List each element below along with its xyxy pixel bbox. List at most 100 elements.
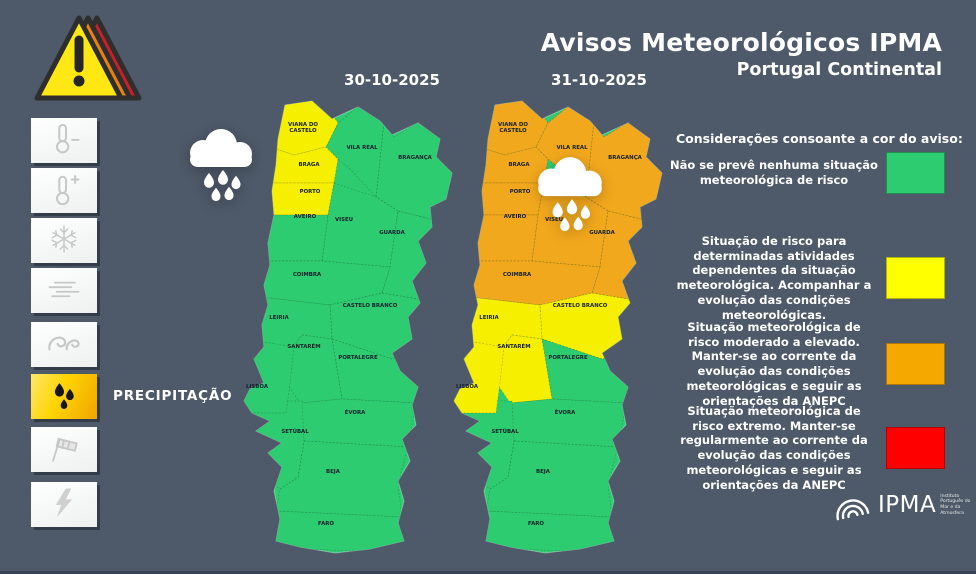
thermometer-plus-icon — [44, 171, 84, 211]
district-label-lisboa: LISBOA — [246, 384, 269, 390]
district-label-santarem: SANTARÉM — [287, 342, 320, 350]
district-aveiro — [263, 214, 329, 262]
district-label-setubal: SETÚBAL — [491, 428, 519, 435]
district-label-vila_real: VILA REAL — [556, 145, 588, 151]
sidebar-item-cold-weather[interactable] — [31, 118, 97, 163]
thermometer-minus-icon — [44, 121, 84, 161]
warning-triangle-logo — [33, 12, 145, 108]
page-subtitle: Portugal Continental — [736, 60, 942, 80]
district-label-porto: PORTO — [510, 189, 531, 195]
district-label-evora: ÉVORA — [555, 408, 576, 416]
district-braga — [267, 146, 339, 184]
district-label-braga: BRAGA — [298, 162, 320, 168]
district-braganca — [585, 119, 662, 226]
district-label-braga: BRAGA — [508, 162, 530, 168]
rain-drops-icon — [44, 377, 84, 417]
district-label-leiria: LEIRIA — [479, 315, 499, 321]
rain-cloud-icon — [538, 157, 602, 232]
district-evora — [509, 398, 627, 448]
fog-icon — [44, 271, 84, 311]
district-label-faro: FARO — [318, 521, 334, 527]
sidebar-item-maritime-agitation[interactable] — [31, 322, 97, 367]
district-label-aveiro: AVEIRO — [504, 214, 527, 220]
sidebar-item-snow[interactable] — [31, 218, 97, 263]
rain-cloud-day2 — [531, 150, 611, 242]
sidebar-item-thunderstorm[interactable] — [31, 482, 97, 527]
district-label-castelo_branco: CASTELO BRANCO — [553, 303, 608, 309]
district-evora — [299, 398, 417, 448]
district-faro — [483, 510, 617, 552]
sidebar-item-fog[interactable] — [31, 268, 97, 313]
district-aveiro — [473, 214, 539, 262]
district-label-porto: PORTO — [300, 189, 321, 195]
map-date-day1: 30-10-2025 — [344, 71, 440, 89]
warning-map-day1: BRAGANÇA VILA REAL VIANA DO CASTELO BRAGA POR… — [240, 95, 455, 555]
district-label-beja: BEJA — [326, 469, 341, 475]
district-porto — [267, 182, 335, 216]
legend-swatch-yellow — [886, 257, 945, 300]
district-label-coimbra: COIMBRA — [503, 272, 532, 278]
ipma-tagline: Instituto Português do Mar e da Atmosfer… — [940, 493, 971, 516]
district-label-portalegre: PORTALEGRE — [548, 355, 588, 361]
sidebar-item-precipitation[interactable] — [31, 374, 97, 419]
exclamation-dot — [73, 75, 85, 87]
selected-type-label: PRECIPITAÇÃO — [113, 388, 233, 404]
district-label-braganca: BRAGANÇA — [398, 155, 432, 161]
district-label-viseu: VISEU — [335, 217, 353, 223]
district-label-lisboa: LISBOA — [456, 384, 479, 390]
windsock-icon — [44, 430, 84, 470]
lightning-icon — [44, 485, 84, 525]
district-faro — [273, 510, 407, 552]
district-label-vila_real: VILA REAL — [346, 145, 378, 151]
page-title: Avisos Meteorológicos IPMA — [540, 28, 942, 57]
district-label-viana_do_castelo: VIANA DO CASTELO — [498, 122, 528, 134]
district-braganca — [375, 119, 452, 226]
district-label-castelo_branco: CASTELO BRANCO — [343, 303, 398, 309]
warning-map-day2: BRAGANÇA VILA REAL VIANA DO CASTELO BRAGA POR… — [450, 95, 665, 555]
district-label-portalegre: PORTALEGRE — [338, 355, 378, 361]
header: Avisos Meteorológicos IPMA Portugal Cont… — [541, 28, 942, 80]
district-label-faro: FARO — [528, 521, 544, 527]
district-vila_real — [325, 104, 385, 198]
district-portalegre — [541, 338, 631, 404]
district-portalegre — [331, 338, 421, 404]
legend-swatch-green — [886, 152, 945, 194]
district-label-santarem: SANTARÉM — [497, 342, 530, 350]
legend-item-red: Situação meteorológica de risco extremo.… — [670, 404, 950, 492]
district-setubal — [244, 400, 305, 490]
district-label-beja: BEJA — [536, 469, 551, 475]
district-label-viana_do_castelo: VIANA DO CASTELO — [288, 122, 318, 134]
warning-triangle-icon — [34, 15, 142, 101]
bottom-strip — [0, 571, 976, 574]
district-label-evora: ÉVORA — [345, 408, 366, 416]
ipma-arcs-icon — [836, 499, 870, 521]
snowflake-icon — [44, 221, 84, 261]
legend-item-yellow: Situação de risco para determinadas ativ… — [670, 234, 950, 322]
legend-text-green: Não se prevê nenhuma situação meteorológ… — [670, 158, 878, 187]
legend-heading: Considerações consoante a cor do aviso: — [676, 131, 963, 146]
district-label-leiria: LEIRIA — [269, 315, 289, 321]
district-label-guarda: GUARDA — [589, 230, 615, 236]
district-label-guarda: GUARDA — [379, 230, 405, 236]
district-lisboa — [454, 340, 505, 414]
ipma-wordmark: IPMA — [878, 492, 937, 518]
legend-swatch-red — [886, 427, 945, 470]
district-label-viseu: VISEU — [545, 217, 563, 223]
legend-text-red: Situação meteorológica de risco extremo.… — [680, 404, 868, 492]
sidebar-item-hot-weather[interactable] — [31, 168, 97, 213]
legend-swatch-orange — [886, 343, 945, 386]
district-label-braganca: BRAGANÇA — [608, 155, 642, 161]
district-braga — [477, 146, 549, 184]
map-date-day2: 31-10-2025 — [551, 71, 647, 89]
district-label-coimbra: COIMBRA — [293, 272, 322, 278]
legend-item-orange: Situação meteorológica de risco moderado… — [670, 320, 950, 408]
rain-cloud-icon — [190, 129, 252, 202]
sidebar-item-wind[interactable] — [31, 427, 97, 472]
district-label-setubal: SETÚBAL — [281, 428, 309, 435]
rain-cloud-day1 — [183, 122, 261, 212]
legend-text-yellow: Situação de risco para determinadas ativ… — [676, 234, 872, 322]
legend-item-green: Não se prevê nenhuma situação meteorológ… — [670, 152, 950, 194]
ipma-logo: IPMA Instituto Português do Mar e da Atm… — [833, 488, 976, 522]
district-label-aveiro: AVEIRO — [294, 214, 317, 220]
